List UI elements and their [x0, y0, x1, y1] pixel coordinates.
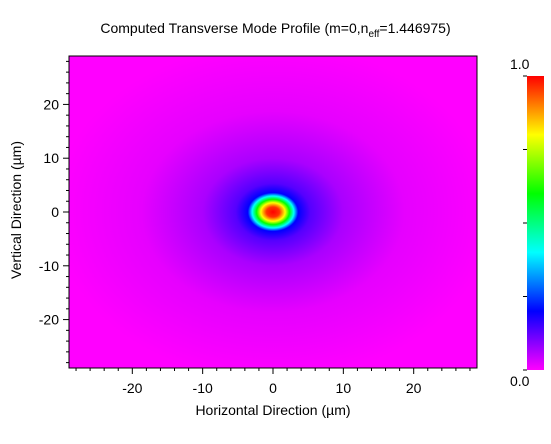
y-tick-label: -10	[39, 258, 59, 274]
x-tick-label: 0	[269, 380, 277, 396]
y-axis-label: Vertical Direction (µm)	[8, 141, 24, 279]
y-tick-label: -20	[39, 312, 59, 328]
y-tick-label: 10	[43, 150, 59, 166]
y-tick-label: 20	[43, 96, 59, 112]
colorbar	[527, 76, 544, 370]
x-tick-label: -10	[193, 380, 213, 396]
x-tick-label: 20	[406, 380, 422, 396]
colorbar-min-label: 0.0	[510, 373, 530, 389]
y-tick-label: 0	[51, 204, 59, 220]
x-axis-ticks: -20 -10 0 10 20	[75, 368, 471, 396]
mode-intensity-spot	[69, 56, 477, 368]
x-tick-label: 10	[336, 380, 352, 396]
x-tick-label: -20	[122, 380, 142, 396]
x-axis-label: Horizontal Direction (µm)	[195, 402, 351, 418]
colorbar-ticks	[523, 75, 527, 371]
chart-title: Computed Transverse Mode Profile (m=0,ne…	[100, 20, 451, 40]
y-axis-ticks: 20 10 0 -10 -20	[39, 60, 69, 364]
colorbar-max-label: 1.0	[510, 56, 530, 72]
